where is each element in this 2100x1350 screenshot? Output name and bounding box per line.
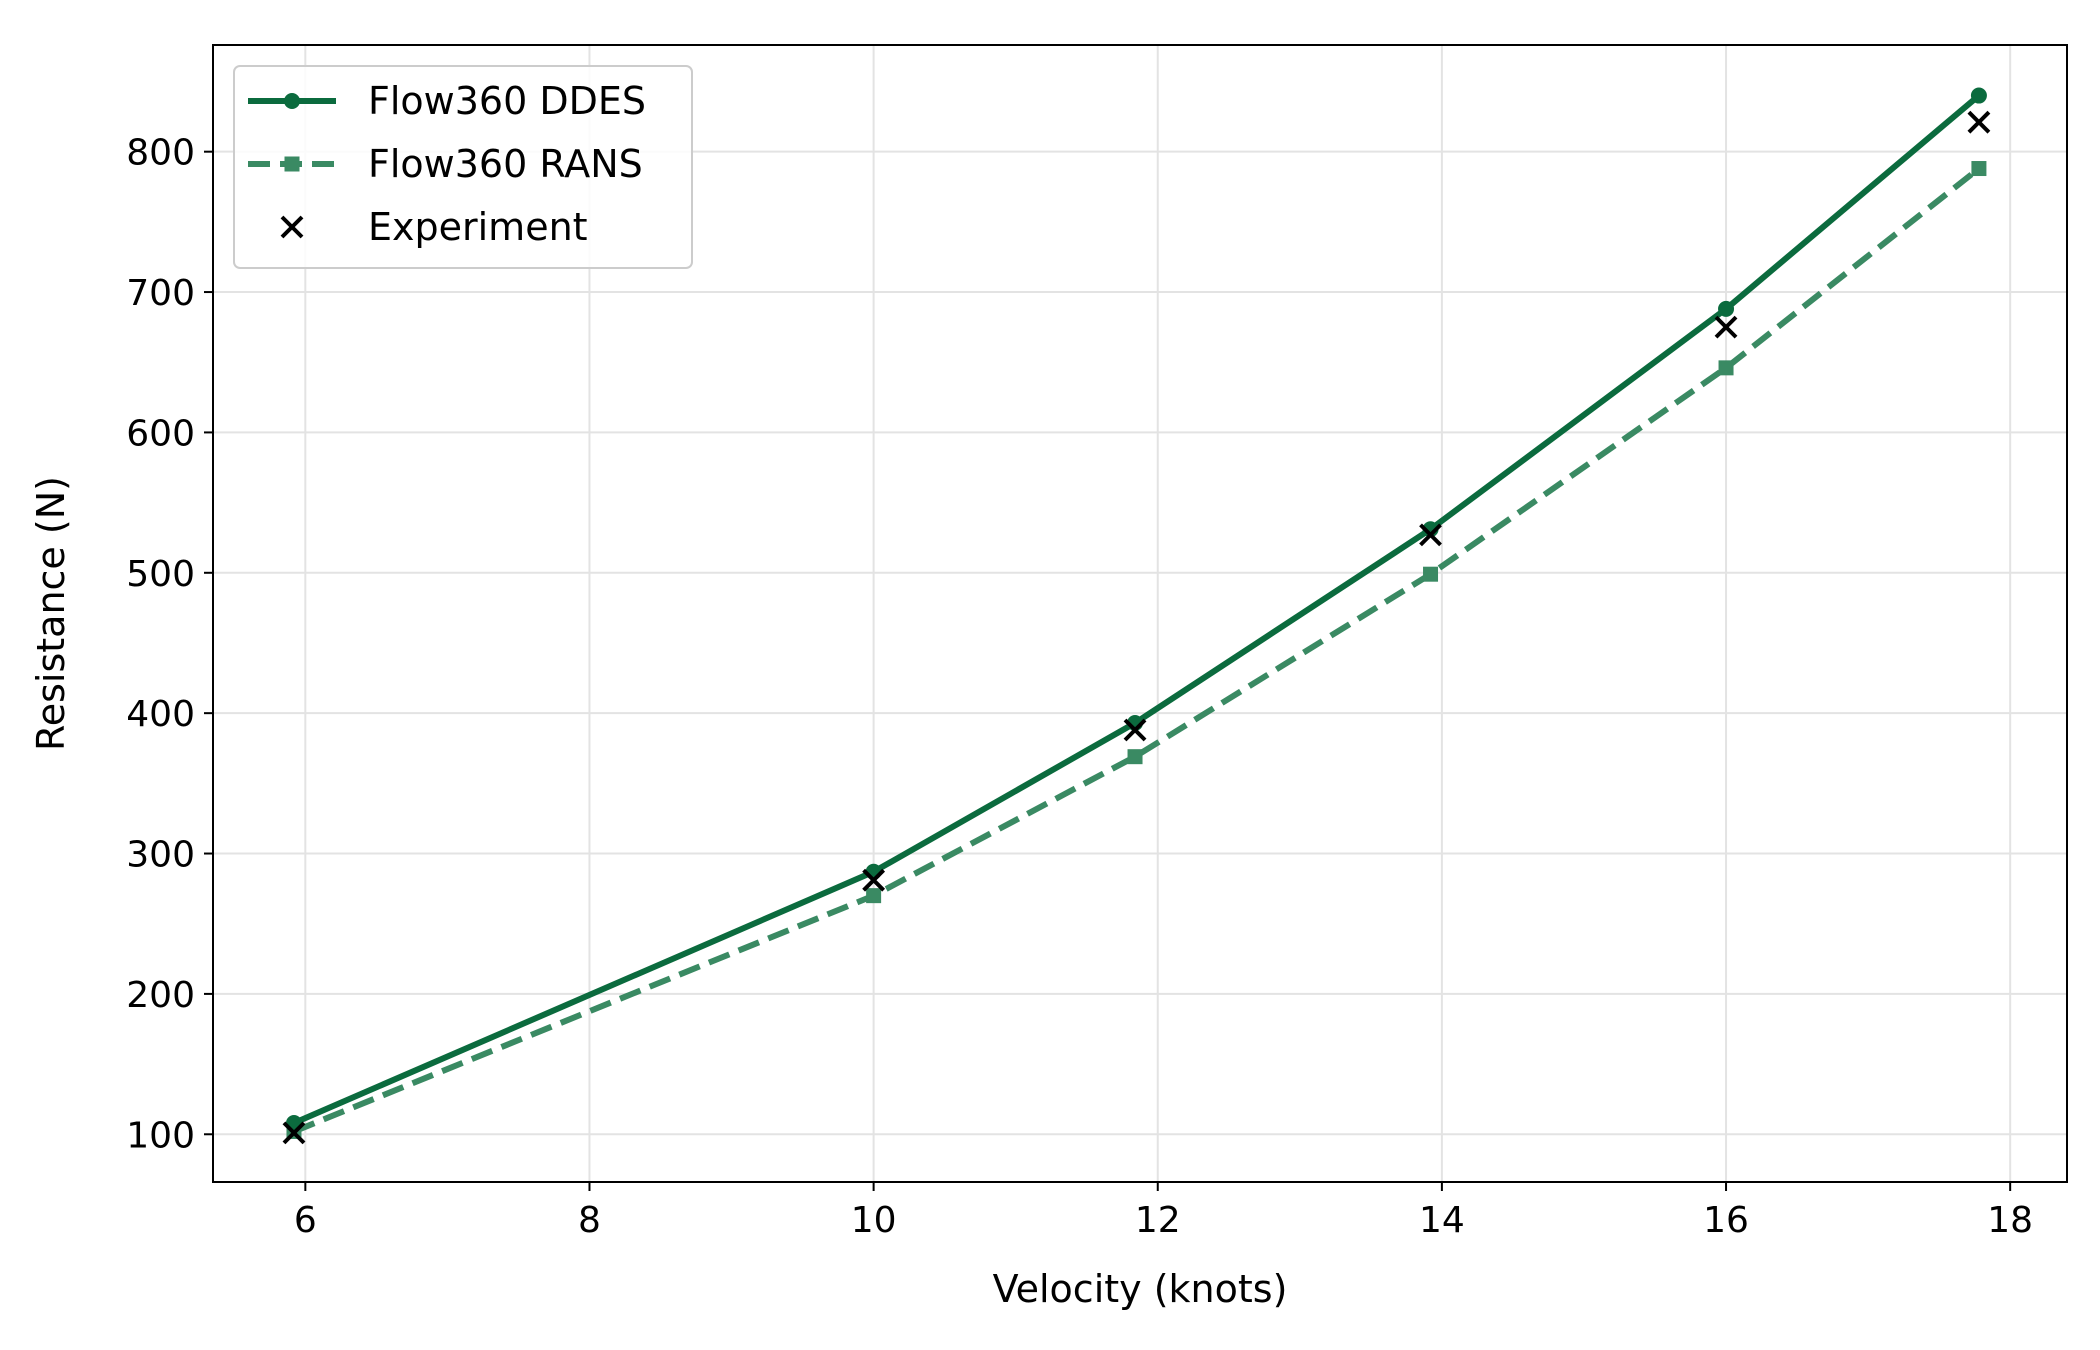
data-point-experiment — [862, 868, 886, 892]
series-line-flow360-ddes — [292, 93, 1981, 1126]
data-point-experiment-stroke — [862, 868, 886, 892]
legend: Flow360 DDES Flow360 RANS Experiment — [233, 65, 693, 269]
legend-label-experiment: Experiment — [368, 205, 588, 249]
y-tick-label: 700 — [126, 273, 195, 314]
legend-marker-flow360-ddes — [284, 93, 300, 109]
data-point-flow360-rans — [1971, 161, 1987, 177]
data-point-flow360-rans — [1127, 749, 1143, 765]
plot-frame — [212, 44, 2068, 1183]
series-experiment — [282, 110, 1991, 1145]
legend-box — [233, 65, 693, 269]
legend-marker-experiment-stroke — [280, 215, 304, 239]
grid — [213, 45, 2067, 1182]
legend-label-flow360-ddes: Flow360 DDES — [368, 79, 646, 123]
legend-marker-experiment — [280, 215, 304, 239]
y-tick-label: 600 — [126, 413, 195, 454]
data-point-experiment — [1714, 315, 1738, 339]
data-point-experiment — [1967, 110, 1991, 134]
x-tick-label: 14 — [1419, 1200, 1465, 1241]
y-tick-label: 800 — [126, 133, 195, 174]
x-tick-label: 8 — [578, 1200, 601, 1241]
data-point-experiment-stroke — [1714, 315, 1738, 339]
data-point-flow360-ddes — [1718, 300, 1735, 317]
data-point-experiment-stroke — [1419, 523, 1442, 547]
y-tick-label: 200 — [126, 975, 195, 1016]
data-point-experiment — [282, 1121, 306, 1145]
data-point-experiment — [1123, 718, 1147, 742]
data-point-experiment-stroke — [1967, 110, 1991, 134]
x-tick-label: 6 — [294, 1200, 317, 1241]
plot-series — [282, 87, 1991, 1145]
x-tick-label: 10 — [851, 1200, 897, 1241]
axis-ticks: 6 8 10 12 14 16 18 100 200 300 400 500 600 700 800 — [126, 133, 2033, 1241]
data-point-experiment-stroke — [1123, 718, 1147, 742]
legend-marker-flow360-rans — [284, 156, 300, 172]
y-tick-label: 400 — [126, 694, 195, 735]
legend-label-flow360-rans: Flow360 RANS — [368, 142, 643, 186]
y-axis-label: Resistance (N) — [29, 476, 73, 751]
data-point-flow360-rans — [1423, 566, 1439, 582]
data-point-experiment — [1419, 523, 1442, 547]
data-point-flow360-rans — [866, 888, 882, 904]
x-tick-label: 16 — [1703, 1200, 1749, 1241]
y-tick-label: 500 — [126, 554, 195, 595]
data-point-experiment-stroke — [282, 1121, 306, 1145]
x-axis-label: Velocity (knots) — [993, 1267, 1288, 1311]
data-point-flow360-rans — [1718, 360, 1734, 376]
y-tick-label: 100 — [126, 1115, 195, 1156]
series-line-flow360-rans — [292, 166, 1981, 1135]
data-point-flow360-ddes — [1970, 87, 1987, 104]
y-tick-label: 300 — [126, 835, 195, 876]
x-tick-label: 18 — [1987, 1200, 2033, 1241]
x-tick-label: 12 — [1135, 1200, 1181, 1241]
